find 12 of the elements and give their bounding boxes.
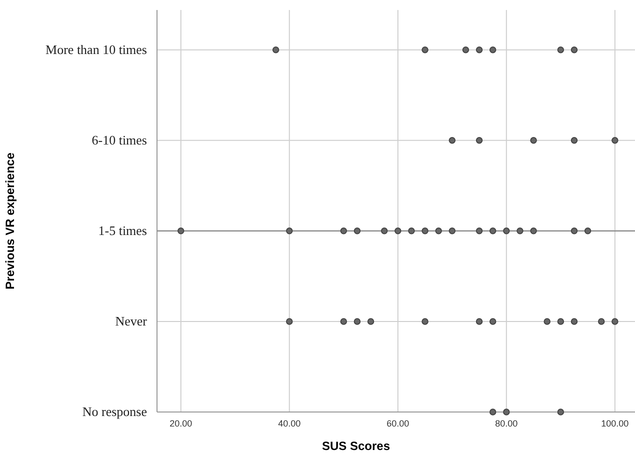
y-tick-label: Never <box>115 314 148 329</box>
y-axis-title: Previous VR experience <box>3 152 17 290</box>
x-tick-label: 60.00 <box>386 418 410 428</box>
y-tick-label: 6-10 times <box>92 132 147 148</box>
x-tick-label: 20.00 <box>170 418 192 428</box>
x-axis-title: SUS Scores <box>322 439 390 453</box>
y-tick-label: More than 10 times <box>46 42 147 57</box>
x-tick-label: 40.00 <box>278 418 301 428</box>
x-tick-label: 80.00 <box>495 418 518 428</box>
x-tick-label: 100.00 <box>601 418 629 428</box>
y-tick-label: No response <box>82 404 148 420</box>
y-tick-label: 1-5 times <box>98 223 147 238</box>
